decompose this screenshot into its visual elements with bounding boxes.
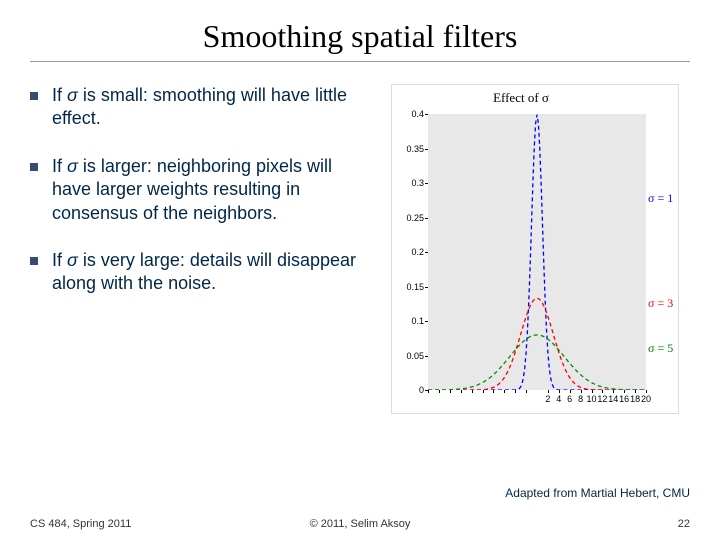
y-tick-label: 0.35 bbox=[396, 144, 424, 154]
bullet-text: If σ is larger: neighboring pixels will … bbox=[52, 155, 370, 225]
footer-left: CS 484, Spring 2011 bbox=[30, 518, 131, 530]
sigma-label-5: σ = 5 bbox=[648, 341, 673, 356]
bullet-item: If σ is very large: details will disappe… bbox=[30, 249, 370, 296]
footer-right: 22 bbox=[678, 518, 690, 530]
y-tick-label: 0 bbox=[396, 385, 424, 395]
chart-container: Effect of σ 0 0.05 0.1 0.15 0.2 0.25 0.3 0.35 0.… bbox=[391, 84, 679, 414]
chart-curves bbox=[428, 114, 646, 390]
y-tick-label: 0.4 bbox=[396, 109, 424, 119]
footer: CS 484, Spring 2011 © 2011, Selim Aksoy … bbox=[30, 518, 690, 530]
bullet-text: If σ is very large: details will disappe… bbox=[52, 249, 370, 296]
y-tick-label: 0.15 bbox=[396, 282, 424, 292]
content-row: If σ is small: smoothing will have littl… bbox=[30, 84, 690, 414]
sigma-label-1: σ = 1 bbox=[648, 191, 673, 206]
attribution-text: Adapted from Martial Hebert, CMU bbox=[505, 486, 690, 500]
y-tick-label: 0.25 bbox=[396, 213, 424, 223]
y-tick-label: 0.1 bbox=[396, 316, 424, 326]
sigma-label-3: σ = 3 bbox=[648, 296, 673, 311]
title-divider bbox=[30, 61, 690, 62]
bullet-list: If σ is small: smoothing will have littl… bbox=[30, 84, 370, 414]
x-tick-label: 20 bbox=[638, 394, 654, 404]
y-tick-label: 0.2 bbox=[396, 247, 424, 257]
bullet-item: If σ is small: smoothing will have littl… bbox=[30, 84, 370, 131]
footer-center: © 2011, Selim Aksoy bbox=[310, 518, 411, 530]
slide-title: Smoothing spatial filters bbox=[30, 18, 690, 55]
bullet-icon bbox=[30, 92, 38, 100]
bullet-icon bbox=[30, 163, 38, 171]
chart-panel: Effect of σ 0 0.05 0.1 0.15 0.2 0.25 0.3 0.35 0.… bbox=[380, 84, 690, 414]
bullet-icon bbox=[30, 257, 38, 265]
y-tick-label: 0.05 bbox=[396, 351, 424, 361]
chart-title: Effect of σ bbox=[396, 90, 646, 106]
slide: Smoothing spatial filters If σ is small:… bbox=[0, 0, 720, 540]
chart-area: 00.050.10.150.20.250.30.350.424681012141… bbox=[396, 114, 646, 408]
bullet-text: If σ is small: smoothing will have littl… bbox=[52, 84, 370, 131]
y-tick-label: 0.3 bbox=[396, 178, 424, 188]
bullet-item: If σ is larger: neighboring pixels will … bbox=[30, 155, 370, 225]
